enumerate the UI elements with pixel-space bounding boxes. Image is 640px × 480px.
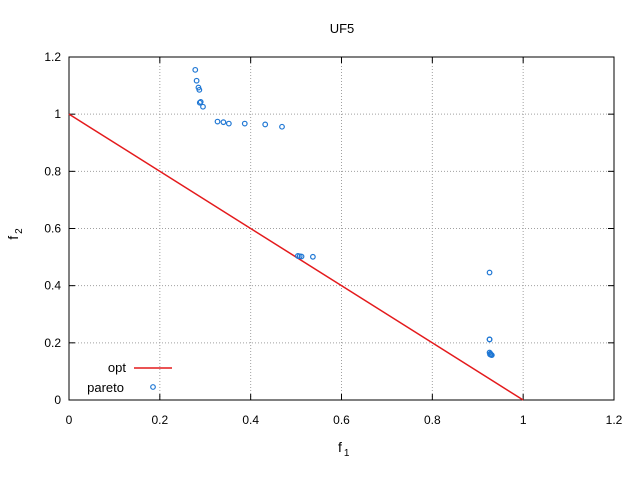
x-tick-label: 0 bbox=[66, 413, 73, 427]
y-tick-label: 0.8 bbox=[44, 164, 61, 178]
series-layer bbox=[68, 66, 524, 401]
data-point-pareto bbox=[192, 66, 199, 73]
legend-label-pareto: pareto bbox=[87, 380, 124, 395]
data-point-pareto bbox=[214, 118, 221, 125]
chart-title: UF5 bbox=[330, 21, 355, 36]
grid bbox=[69, 57, 614, 400]
x-tick-label: 0.6 bbox=[333, 413, 350, 427]
x-tick-label: 1.2 bbox=[606, 413, 623, 427]
y-axis-label-main: f bbox=[5, 236, 21, 240]
data-point-pareto bbox=[262, 121, 269, 128]
y-tick-label: 0.4 bbox=[44, 279, 61, 293]
data-point-pareto bbox=[486, 336, 493, 343]
data-point-pareto bbox=[220, 119, 227, 126]
x-axis-label-main: f bbox=[338, 439, 342, 455]
data-point-pareto bbox=[197, 98, 204, 105]
y-tick-label: 1.2 bbox=[44, 50, 61, 64]
x-tick-label: 0.2 bbox=[151, 413, 168, 427]
data-point-pareto bbox=[486, 269, 493, 276]
x-tick-label: 0.4 bbox=[242, 413, 259, 427]
legend: opt pareto bbox=[87, 360, 172, 395]
legend-swatch-pareto bbox=[150, 384, 156, 390]
legend-label-opt: opt bbox=[108, 360, 126, 375]
data-point-pareto bbox=[196, 99, 203, 106]
data-point-pareto bbox=[309, 253, 316, 260]
y-tick-label: 0 bbox=[54, 393, 61, 407]
data-point-pareto bbox=[225, 120, 232, 127]
y-tick-label: 0.6 bbox=[44, 222, 61, 236]
data-point-pareto bbox=[279, 123, 285, 130]
x-axis-label-sub: 1 bbox=[344, 448, 350, 459]
x-tick-label: 0.8 bbox=[424, 413, 441, 427]
ticks bbox=[68, 56, 615, 401]
y-axis-label: f2 bbox=[5, 228, 25, 240]
y-tick-label: 0.2 bbox=[44, 336, 61, 350]
y-axis-label-sub: 2 bbox=[14, 228, 25, 234]
data-point-pareto bbox=[241, 120, 248, 127]
data-point-pareto bbox=[196, 86, 203, 93]
tick-labels: 0 0.2 0.4 0.6 0.8 1 1.2 0 0.2 0.4 0.6 0.8 1 1.2 bbox=[44, 50, 622, 427]
data-point-pareto bbox=[298, 253, 305, 260]
y-tick-label: 1 bbox=[54, 107, 61, 121]
data-point-pareto bbox=[488, 352, 495, 359]
data-point-pareto bbox=[200, 103, 206, 110]
data-point-pareto bbox=[193, 77, 200, 84]
x-tick-label: 1 bbox=[520, 413, 527, 427]
